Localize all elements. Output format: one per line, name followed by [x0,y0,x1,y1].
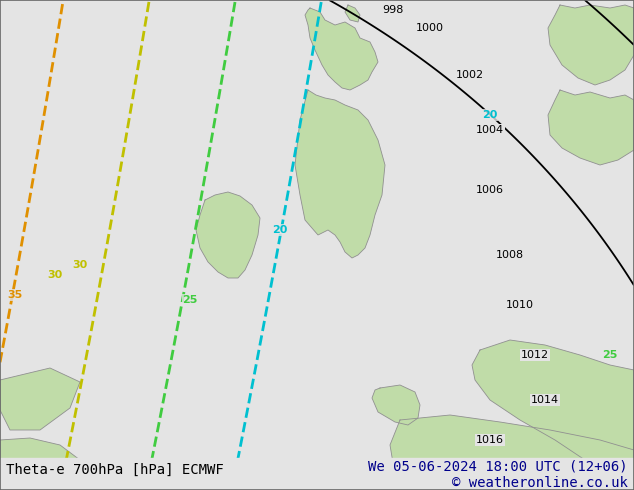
Text: 1010: 1010 [506,300,534,310]
Polygon shape [472,340,634,490]
Text: 30: 30 [48,270,63,280]
Text: 1000: 1000 [416,23,444,33]
Text: Theta-e 700hPa [hPa] ECMWF: Theta-e 700hPa [hPa] ECMWF [6,463,224,477]
Text: 1008: 1008 [496,250,524,260]
Polygon shape [345,5,360,22]
Polygon shape [196,192,260,278]
Polygon shape [0,458,634,490]
Polygon shape [390,415,634,490]
Polygon shape [0,438,80,490]
Polygon shape [548,5,634,85]
Text: 1014: 1014 [531,395,559,405]
Text: 20: 20 [273,225,288,235]
Polygon shape [0,368,80,430]
Text: 25: 25 [602,350,618,360]
Text: 1006: 1006 [476,185,504,195]
Text: 35: 35 [8,290,23,300]
Polygon shape [548,90,634,165]
Text: © weatheronline.co.uk: © weatheronline.co.uk [452,476,628,490]
Text: 1016: 1016 [476,435,504,445]
Text: 25: 25 [183,295,198,305]
Polygon shape [295,90,385,258]
Text: 1018: 1018 [416,460,444,470]
Text: 30: 30 [72,260,87,270]
Text: 1012: 1012 [521,350,549,360]
Polygon shape [305,8,378,90]
Text: 1002: 1002 [456,70,484,80]
Text: 998: 998 [382,5,404,15]
Text: 1004: 1004 [476,125,504,135]
Text: 20: 20 [482,110,498,120]
Polygon shape [372,385,420,425]
Text: We 05-06-2024 18:00 UTC (12+06): We 05-06-2024 18:00 UTC (12+06) [368,459,628,473]
